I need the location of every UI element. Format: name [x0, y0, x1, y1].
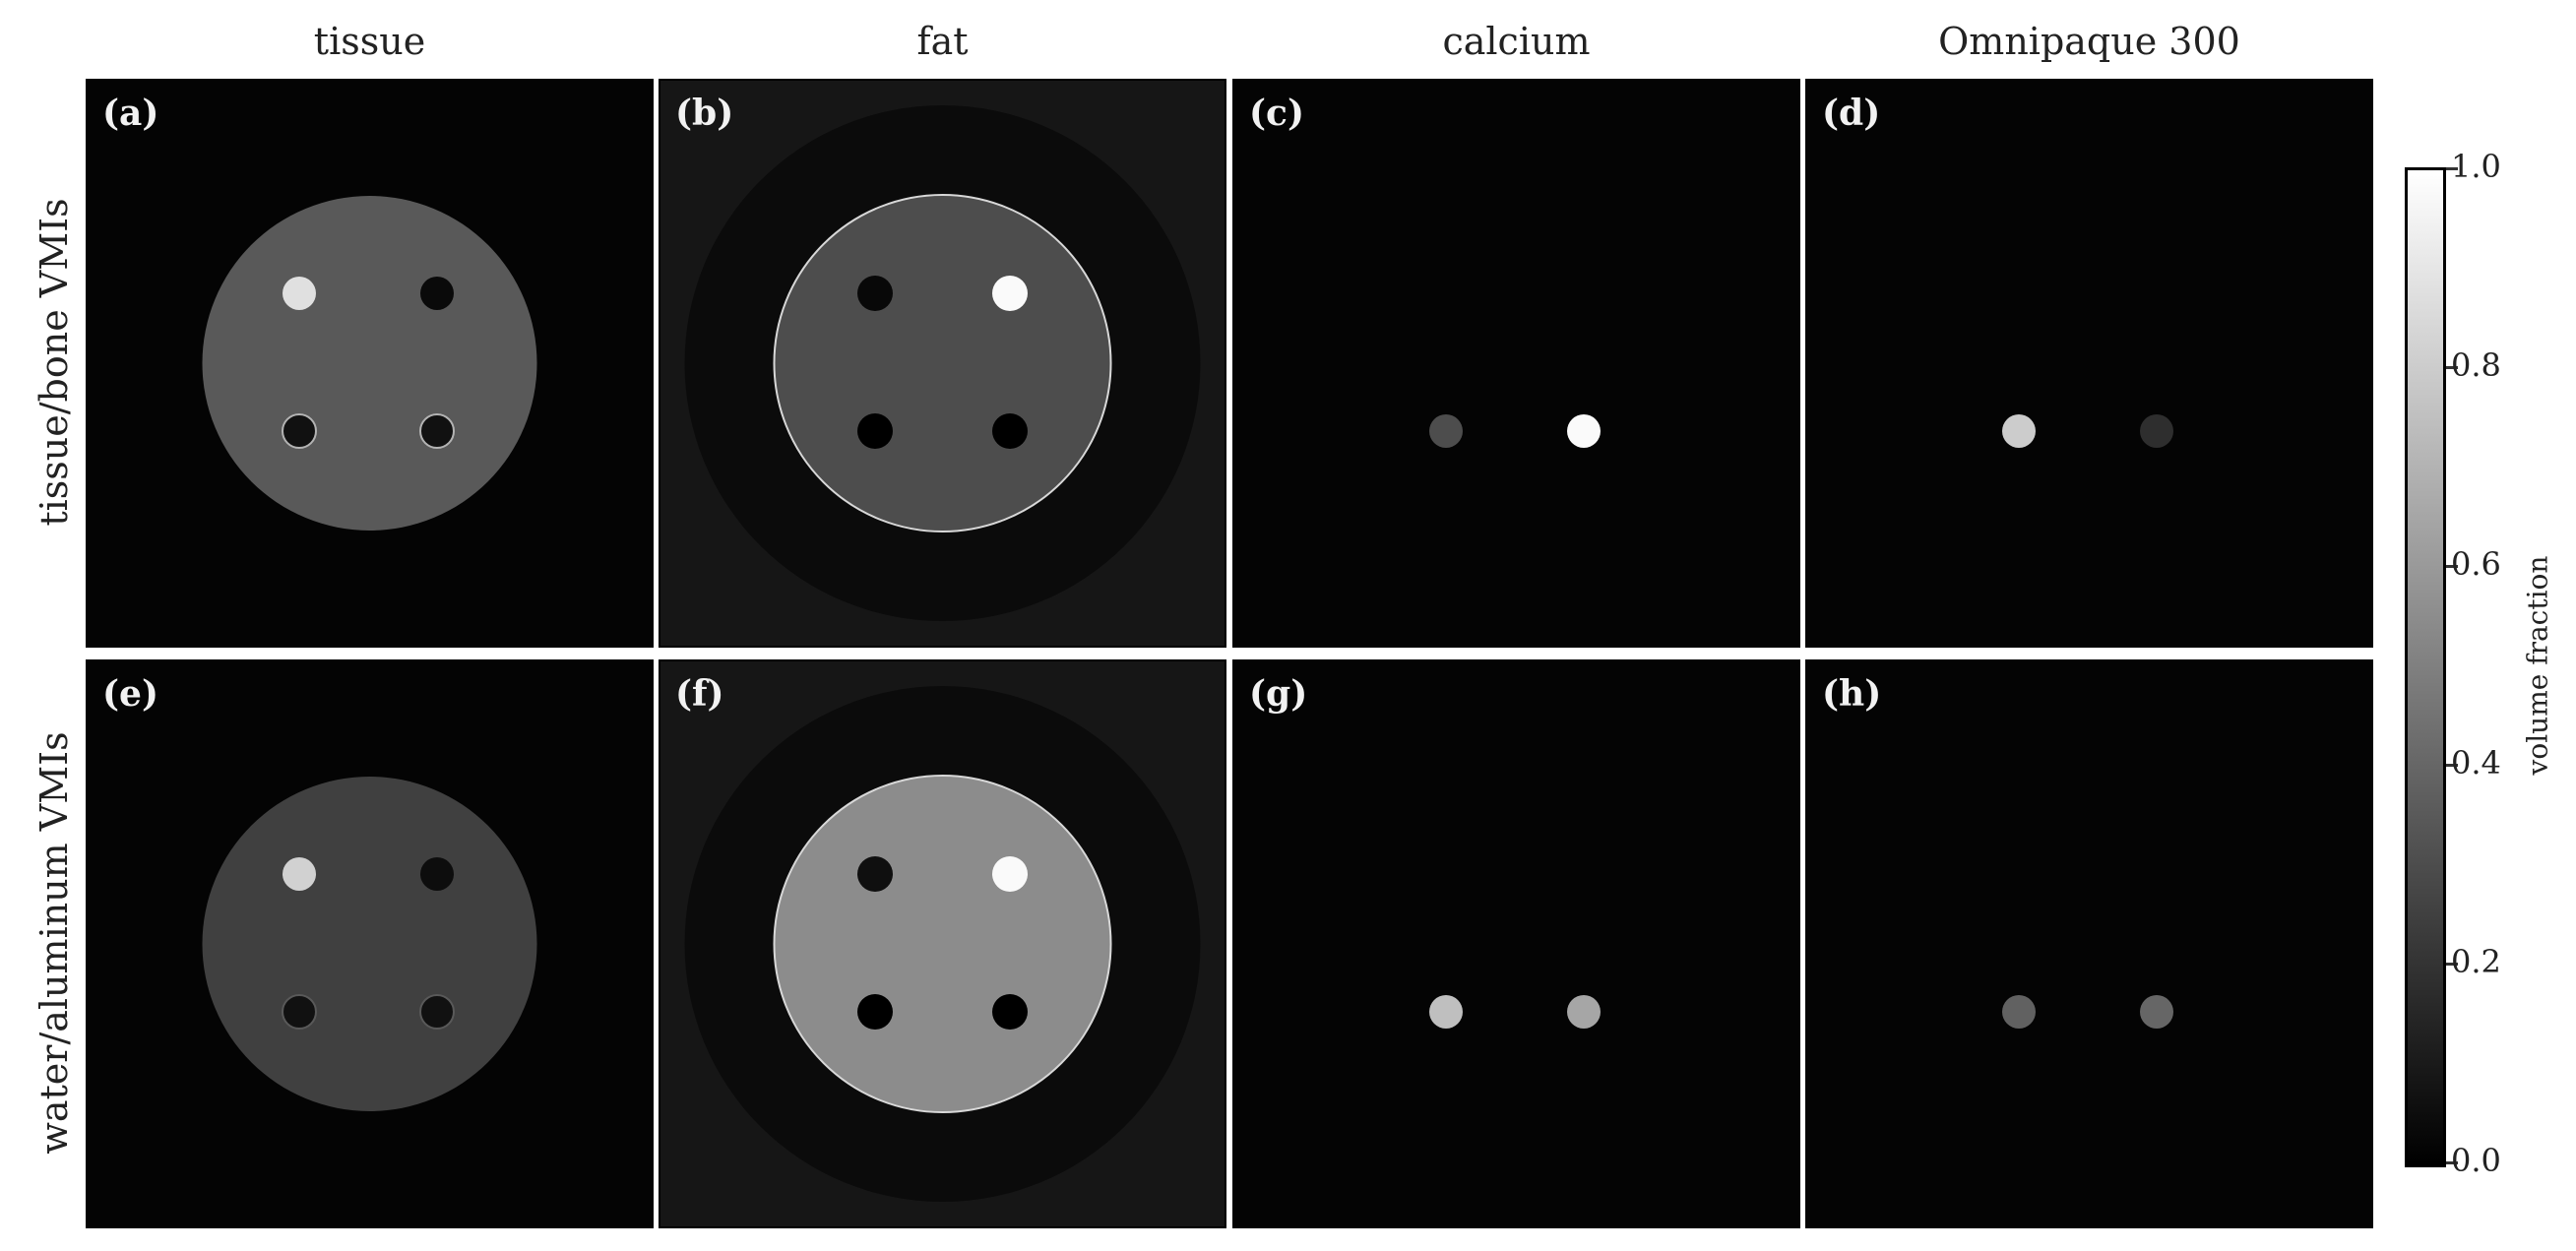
panel-label: (d) [1822, 93, 1880, 134]
phantom-disk [203, 196, 537, 531]
colorbar [2405, 167, 2446, 1167]
colorbar-tick-label: 0.4 [2451, 744, 2501, 782]
insert-left [1429, 995, 1463, 1029]
insert-bottom-right [420, 414, 454, 448]
panel-c-image [1232, 79, 1800, 648]
insert-top-right [420, 277, 454, 310]
panel-f: (f) [659, 659, 1226, 1228]
insert-top-right [420, 857, 454, 891]
insert-top-left [857, 856, 893, 892]
panel-d: (d) [1805, 79, 2373, 648]
insert-right [2140, 414, 2173, 448]
row-label-water-aluminum: water/aluminum VMIs [32, 731, 76, 1154]
insert-right [1567, 414, 1601, 448]
panel-g: (g) [1232, 659, 1800, 1228]
panel-h-image [1805, 659, 2373, 1228]
insert-bottom-left [857, 994, 893, 1030]
insert-bottom-right [420, 995, 454, 1029]
column-title-tissue: tissue [86, 20, 654, 63]
insert-top-right [992, 856, 1028, 892]
column-title-omnipaque: Omnipaque 300 [1805, 20, 2373, 63]
panel-label: (c) [1249, 93, 1304, 134]
panel-label: (g) [1249, 673, 1307, 715]
colorbar-tick-label: 0.2 [2451, 943, 2501, 980]
panel-e-image [86, 659, 654, 1228]
panel-label: (b) [675, 93, 733, 134]
insert-bottom-left [283, 995, 316, 1029]
insert-top-left [283, 857, 316, 891]
colorbar-title: volume fraction [2522, 556, 2554, 776]
insert-bottom-right [992, 994, 1028, 1030]
insert-bottom-left [857, 413, 893, 449]
panel-h: (h) [1805, 659, 2373, 1228]
insert-left [2002, 414, 2036, 448]
phantom-disk [775, 776, 1111, 1112]
panel-e: (e) [86, 659, 654, 1228]
phantom-disk [775, 195, 1111, 532]
panel-label: (f) [675, 673, 724, 715]
column-title-fat: fat [659, 20, 1226, 63]
insert-bottom-right [992, 413, 1028, 449]
insert-left [1429, 414, 1463, 448]
panel-c: (c) [1232, 79, 1800, 648]
phantom-disk [203, 777, 537, 1111]
panel-a-image [86, 79, 654, 648]
colorbar-tick-label: 0.0 [2451, 1142, 2501, 1179]
panel-b-image [659, 79, 1226, 648]
panel-label: (a) [102, 93, 158, 134]
insert-right [2140, 995, 2173, 1029]
insert-top-left [857, 276, 893, 311]
column-title-calcium: calcium [1232, 20, 1800, 63]
panel-b: (b) [659, 79, 1226, 648]
insert-left [2002, 995, 2036, 1029]
panel-d-image [1805, 79, 2373, 648]
colorbar-tick-label: 0.8 [2451, 346, 2501, 384]
insert-right [1567, 995, 1601, 1029]
panel-g-image [1232, 659, 1800, 1228]
panel-f-image [659, 659, 1226, 1228]
panel-label: (e) [102, 673, 158, 715]
panel-a: (a) [86, 79, 654, 648]
insert-bottom-left [283, 414, 316, 448]
row-label-tissue-bone: tissue/bone VMIs [32, 198, 76, 526]
panel-label: (h) [1822, 673, 1881, 715]
insert-top-left [283, 277, 316, 310]
insert-top-right [992, 276, 1028, 311]
colorbar-tick-label: 1.0 [2451, 148, 2501, 185]
colorbar-tick-label: 0.6 [2451, 545, 2501, 583]
